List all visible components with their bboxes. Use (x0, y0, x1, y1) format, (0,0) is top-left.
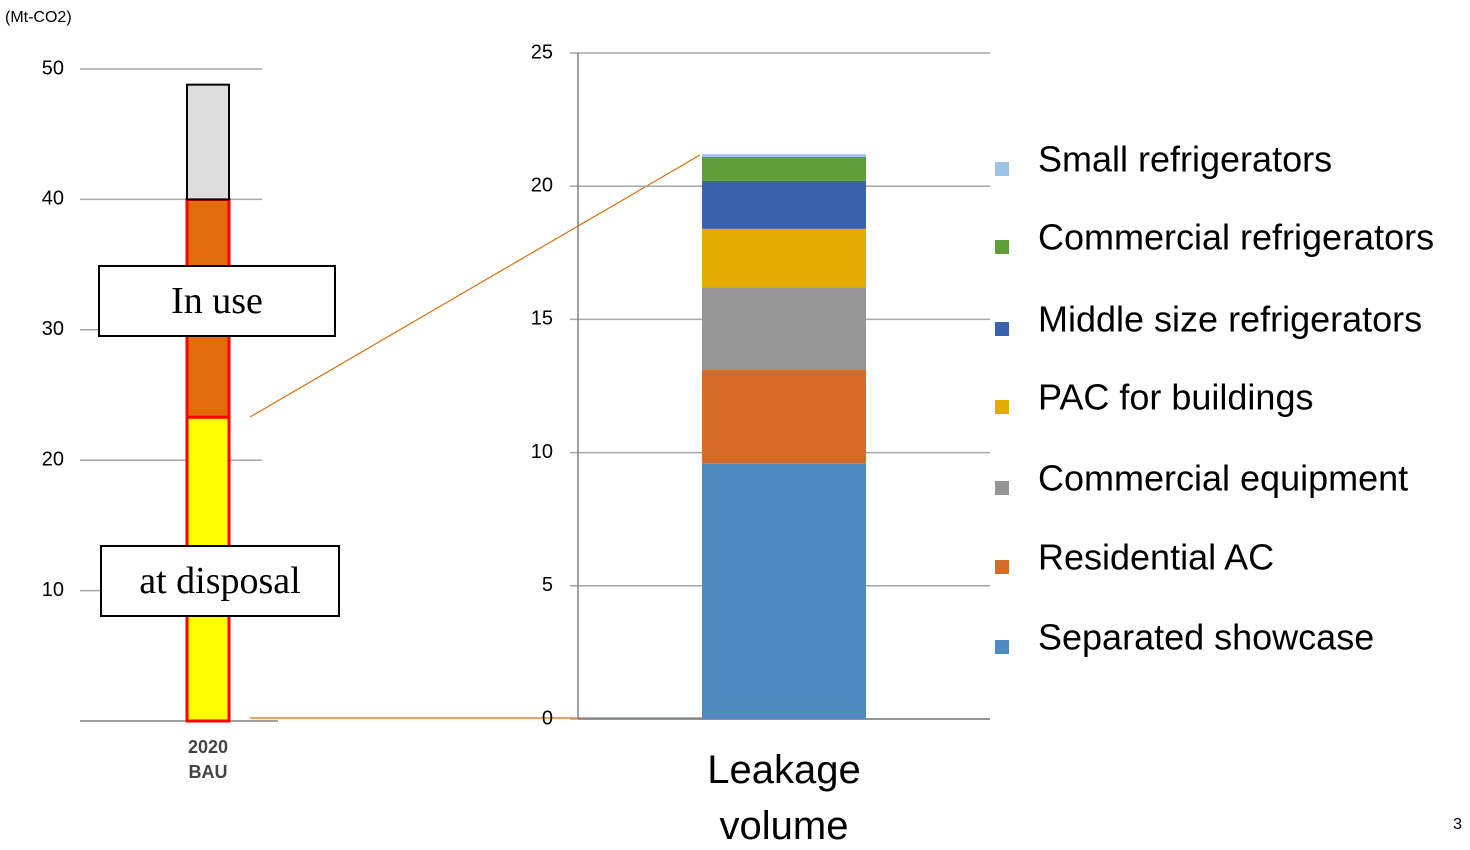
bar-segment (702, 287, 866, 371)
bar-segment (702, 370, 866, 464)
bar-segment (702, 154, 866, 157)
y-tick-label: 15 (531, 308, 553, 330)
legend-marker (995, 322, 1009, 336)
annotation-box: at disposal (100, 545, 340, 617)
legend-marker (995, 400, 1009, 414)
bar-segment (702, 180, 866, 229)
connector-line (249, 154, 701, 418)
bar-segment (702, 463, 866, 719)
legend-label: Residential AC (1038, 537, 1274, 578)
legend-label: Commercial refrigerators (1038, 217, 1434, 258)
legend-marker (995, 481, 1009, 495)
y-tick-label: 5 (542, 574, 553, 596)
annotation-box: In use (98, 265, 336, 337)
legend-label: Separated showcase (1038, 617, 1374, 658)
bar-segment (702, 156, 866, 181)
x-tick-label: 2020 BAU (187, 737, 229, 783)
y-tick-label: 40 (42, 188, 64, 210)
legend-marker (995, 560, 1009, 574)
legend-marker (995, 640, 1009, 654)
y-tick-label: 0 (542, 707, 553, 729)
slide-number: 3 (1453, 816, 1462, 833)
bar-segment (186, 83, 230, 201)
legend-label: Middle size refrigerators (1038, 299, 1422, 340)
legend-label: PAC for buildings (1038, 377, 1313, 418)
y-tick-label: 25 (531, 41, 553, 63)
y-tick-label: 20 (42, 448, 64, 470)
y-axis-label: (Mt-CO2) (5, 9, 72, 26)
bar-segment (702, 228, 866, 288)
y-tick-label: 30 (42, 318, 64, 340)
legend-label: Small refrigerators (1038, 139, 1332, 180)
y-tick-label: 10 (531, 441, 553, 463)
y-tick-label: 10 (42, 579, 64, 601)
y-tick-label: 50 (42, 57, 64, 79)
y-tick-label: 20 (531, 174, 553, 196)
legend-marker (995, 240, 1009, 254)
legend-label: Commercial equipment (1038, 458, 1408, 499)
x-tick-label: Leakage volume (707, 748, 861, 848)
legend-marker (995, 162, 1009, 176)
